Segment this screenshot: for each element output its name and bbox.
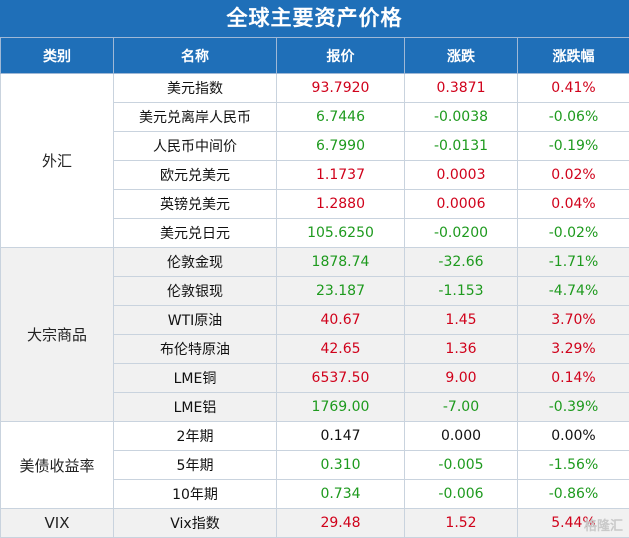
change-cell: 9.00 [404,363,518,393]
header-row: 类别 名称 报价 涨跌 涨跌幅 [0,37,629,74]
change-pct-cell: 0.04% [517,189,629,219]
asset-name-cell: 美元兑日元 [113,218,277,248]
asset-name-cell: LME铝 [113,392,277,422]
change-cell: -0.0200 [404,218,518,248]
table-row: VIX Vix指数 29.48 1.52 5.44% [0,508,629,538]
asset-name-cell: 人民币中间价 [113,131,277,161]
asset-name-cell: 伦敦金现 [113,247,277,277]
change-cell: -0.005 [404,450,518,480]
change-pct-cell: -0.86% [517,479,629,509]
asset-name-cell: 欧元兑美元 [113,160,277,190]
asset-name-cell: 2年期 [113,421,277,451]
change-cell: 1.45 [404,305,518,335]
table-row: WTI原油 40.67 1.45 3.70% [1,305,629,335]
change-cell: 0.000 [404,421,518,451]
asset-name-cell: Vix指数 [113,508,277,538]
header-price: 报价 [276,37,405,74]
table-row: 美债收益率 2年期 0.147 0.000 0.00% [0,421,629,509]
price-cell: 0.310 [276,450,405,480]
table-row: 美元兑离岸人民币 6.7446 -0.0038 -0.06% [1,102,629,132]
price-cell: 6.7990 [276,131,405,161]
asset-name-cell: 10年期 [113,479,277,509]
header-change: 涨跌 [404,37,518,74]
asset-name-cell: 美元兑离岸人民币 [113,102,277,132]
header-category: 类别 [0,37,114,74]
change-pct-cell: 3.70% [517,305,629,335]
change-pct-cell: -1.71% [517,247,629,277]
category-cell: 美债收益率 [0,421,114,509]
price-cell: 40.67 [276,305,405,335]
asset-name-cell: WTI原油 [113,305,277,335]
table-row: 大宗商品 伦敦金现 1878.74 -32.66 -1.71% [0,247,629,422]
table-row: 布伦特原油 42.65 1.36 3.29% [1,334,629,364]
price-cell: 93.7920 [276,73,405,103]
category-cell: VIX [0,508,114,538]
price-cell: 23.187 [276,276,405,306]
price-cell: 1.1737 [276,160,405,190]
price-cell: 0.734 [276,479,405,509]
change-cell: -7.00 [404,392,518,422]
table-row: LME铝 1769.00 -7.00 -0.39% [1,392,629,422]
price-cell: 1.2880 [276,189,405,219]
asset-price-table: 类别 名称 报价 涨跌 涨跌幅 外汇 美元指数 93.7920 0.3871 0.41%… [0,37,629,538]
change-pct-cell: -0.19% [517,131,629,161]
change-cell: 0.3871 [404,73,518,103]
watermark: 格隆汇 [583,519,623,534]
table-title: 全球主要资产价格 [0,0,629,37]
change-pct-cell: 5.44% [517,508,629,538]
change-pct-cell: -0.02% [517,218,629,248]
change-cell: 1.36 [404,334,518,364]
price-cell: 6537.50 [276,363,405,393]
change-pct-cell: -0.06% [517,102,629,132]
header-name: 名称 [113,37,277,74]
price-cell: 29.48 [276,508,405,538]
table-row: 英镑兑美元 1.2880 0.0006 0.04% [1,189,629,219]
asset-name-cell: 5年期 [113,450,277,480]
price-cell: 6.7446 [276,102,405,132]
table-row: 欧元兑美元 1.1737 0.0003 0.02% [1,160,629,190]
change-pct-cell: 0.14% [517,363,629,393]
price-cell: 1878.74 [276,247,405,277]
asset-name-cell: 布伦特原油 [113,334,277,364]
asset-name-cell: 伦敦银现 [113,276,277,306]
change-cell: 0.0006 [404,189,518,219]
price-cell: 42.65 [276,334,405,364]
table-body: 外汇 美元指数 93.7920 0.3871 0.41% 美元兑离岸人民币 6.7446 -0… [0,73,629,538]
change-cell: -1.153 [404,276,518,306]
change-pct-cell: -4.74% [517,276,629,306]
change-pct-cell: 0.00% [517,421,629,451]
change-pct-cell: 0.41% [517,73,629,103]
price-cell: 0.147 [276,421,405,451]
price-cell: 105.6250 [276,218,405,248]
table-row: LME铜 6537.50 9.00 0.14% [1,363,629,393]
change-pct-cell: 3.29% [517,334,629,364]
table-row: 外汇 美元指数 93.7920 0.3871 0.41% [0,73,629,248]
asset-name-cell: LME铜 [113,363,277,393]
asset-name-cell: 美元指数 [113,73,277,103]
table-row: 人民币中间价 6.7990 -0.0131 -0.19% [1,131,629,161]
change-pct-cell: -1.56% [517,450,629,480]
category-cell: 大宗商品 [0,247,114,422]
change-cell: -0.0038 [404,102,518,132]
asset-name-cell: 英镑兑美元 [113,189,277,219]
change-cell: -0.0131 [404,131,518,161]
header-change-pct: 涨跌幅 [517,37,629,74]
change-cell: -0.006 [404,479,518,509]
table-row: 10年期 0.734 -0.006 -0.86% [1,479,629,509]
price-cell: 1769.00 [276,392,405,422]
change-cell: 0.0003 [404,160,518,190]
category-cell: 外汇 [0,73,114,248]
change-cell: -32.66 [404,247,518,277]
table-row: 伦敦银现 23.187 -1.153 -4.74% [1,276,629,306]
change-pct-cell: -0.39% [517,392,629,422]
change-cell: 1.52 [404,508,518,538]
change-pct-cell: 0.02% [517,160,629,190]
